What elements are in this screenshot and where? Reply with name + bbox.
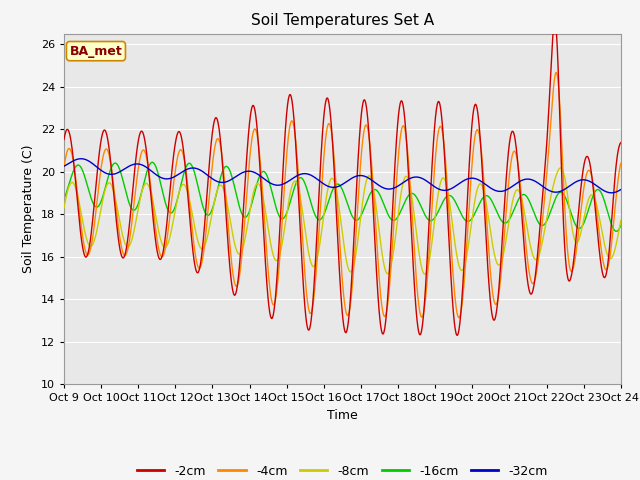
X-axis label: Time: Time — [327, 408, 358, 421]
Y-axis label: Soil Temperature (C): Soil Temperature (C) — [22, 144, 35, 273]
Text: BA_met: BA_met — [70, 45, 122, 58]
Title: Soil Temperatures Set A: Soil Temperatures Set A — [251, 13, 434, 28]
Legend: -2cm, -4cm, -8cm, -16cm, -32cm: -2cm, -4cm, -8cm, -16cm, -32cm — [132, 460, 553, 480]
